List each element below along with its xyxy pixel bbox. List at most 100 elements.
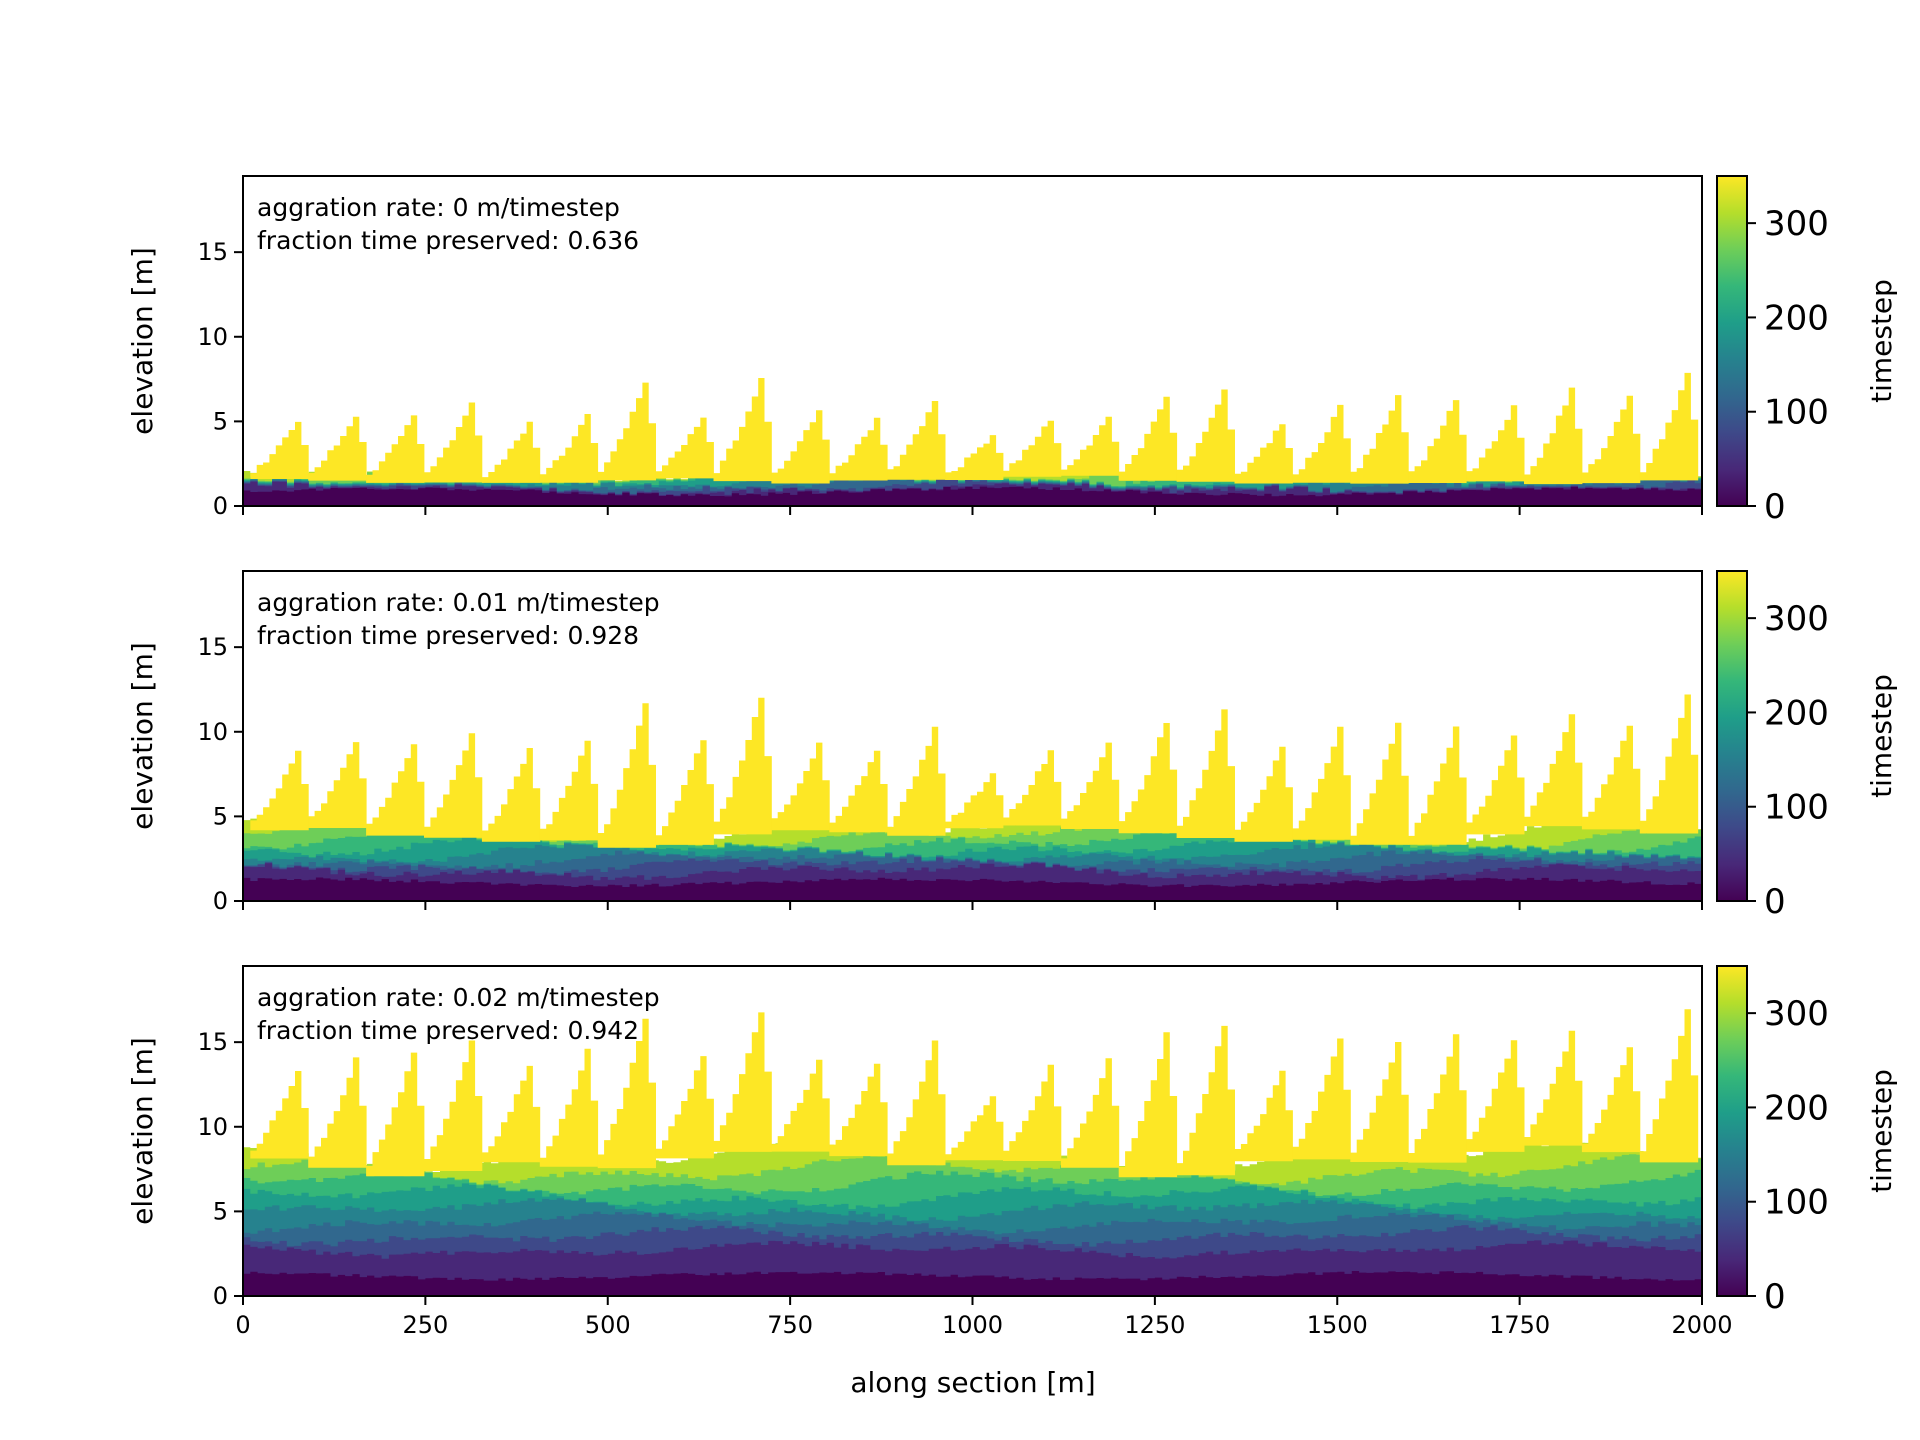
bedform [539,1048,599,1167]
bedform [1176,709,1235,838]
bedform [1524,714,1583,827]
stratigraphy-plot [243,1009,1702,1296]
x-axis-label: along section [m] [850,1366,1095,1399]
y-tick-label: 0 [213,492,228,520]
bedform [1060,1058,1120,1168]
bedform [1003,420,1062,477]
x-tick-label: 1000 [942,1311,1003,1339]
y-tick-label: 10 [197,1113,228,1141]
x-tick-label: 1250 [1124,1311,1185,1339]
colorbar-label: timestep [1865,1069,1898,1193]
bedform [597,703,656,848]
bedform [481,1065,541,1163]
y-axis-label: elevation [m] [126,642,159,830]
bedform [1639,694,1699,834]
bedform [1292,1038,1351,1160]
stratigraphy-plot [243,694,1702,901]
bedform [713,378,772,482]
bedform [945,435,1004,480]
colorbar: 0 100 200 300 timestep [1716,570,1898,922]
bedform [945,1096,1004,1161]
bedform [1466,1040,1525,1152]
bedform [1176,1025,1235,1176]
annotation-line: fraction time preserved: 0.636 [257,226,639,255]
bedform [1408,1034,1467,1163]
y-tick-label: 15 [197,1028,228,1056]
bedform [771,1059,830,1152]
y-tick-label: 5 [213,407,228,435]
bedform [308,742,367,828]
bedform [1060,742,1120,829]
bedform [597,382,656,481]
colorbar-tick-label: 200 [1764,693,1829,733]
bedform [945,773,1004,829]
bedform [771,742,830,831]
bedform [1524,1030,1583,1146]
bedform [1350,395,1409,484]
bedform [366,1052,425,1177]
bedform [1350,1042,1409,1162]
bedform [1292,404,1351,483]
bedform [539,740,599,841]
bedform [1234,746,1293,842]
colorbar-tick-label: 0 [1764,882,1786,922]
subplot-1: 0 5 10 15 elevation [m] aggration rate: 0 m/t… [126,175,1898,527]
annotation-line: fraction time preserved: 0.942 [257,1016,639,1045]
bedform [366,744,425,836]
colorbar-tick-label: 200 [1764,298,1829,338]
colorbar-tick-label: 0 [1764,487,1786,527]
bedform [1466,735,1525,835]
bedform [1350,722,1409,845]
bedform [1581,395,1641,484]
annotation-line: fraction time preserved: 0.928 [257,621,639,650]
bedform [1524,387,1583,485]
y-axis-label: elevation [m] [126,247,159,435]
y-tick-label: 10 [197,323,228,351]
bedform [887,726,946,836]
colorbar-tick-label: 300 [1764,994,1829,1034]
bedform [713,697,772,835]
bedform [250,750,309,831]
x-tick-label: 2000 [1671,1311,1732,1339]
subplot-2: 0 5 10 15 elevation [m] aggration rate: 0.01 … [126,570,1898,922]
colorbar-tick-label: 200 [1764,1088,1829,1128]
bedform [250,421,309,479]
x-tick-label: 500 [585,1311,631,1339]
y-tick-label: 10 [197,718,228,746]
bedform [1003,750,1062,826]
colorbar-tick-label: 100 [1764,788,1829,828]
y-axis-label: elevation [m] [126,1037,159,1225]
y-tick-label: 15 [197,238,228,266]
stratum-band [243,486,1702,506]
bedform [713,1012,772,1152]
stratigraphy-plot [243,372,1702,506]
bedform [771,410,830,484]
y-tick-label: 15 [197,633,228,661]
bedform [829,1063,888,1157]
y-tick-label: 0 [213,1282,228,1310]
bedform [1234,1070,1293,1162]
bedform [597,1018,656,1169]
x-tick-label: 750 [767,1311,813,1339]
bedform [655,417,714,479]
bedform [1060,416,1120,476]
bedform [829,417,888,481]
bedform [1581,725,1641,830]
bedform [1408,400,1467,483]
colorbar: 0 100 200 300 timestep [1716,175,1898,527]
bedform [1118,1032,1178,1178]
bedform [308,416,367,481]
bedform [1581,1047,1641,1153]
annotation-line: aggration rate: 0.02 m/timestep [257,983,660,1012]
bedform [655,740,714,845]
y-tick-label: 5 [213,1197,228,1225]
bedform [1176,389,1235,482]
bedform [1234,424,1293,484]
bedform [1118,396,1178,481]
colorbar-label: timestep [1865,279,1898,403]
colorbar: 0 100 200 300 timestep [1716,965,1898,1317]
annotation-line: aggration rate: 0 m/timestep [257,193,620,222]
bedform [1408,726,1467,845]
x-tick-label: 1750 [1489,1311,1550,1339]
